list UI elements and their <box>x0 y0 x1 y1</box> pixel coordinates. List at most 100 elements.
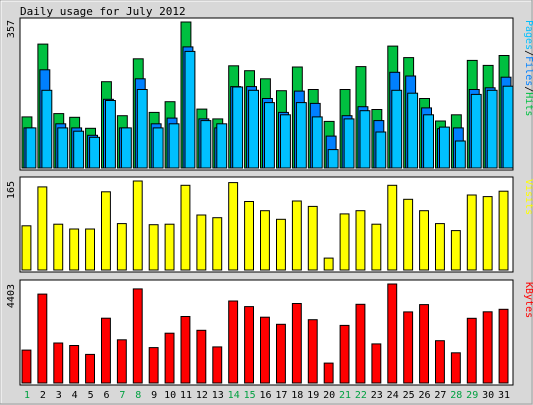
bar-hits-pages-day-12 <box>200 120 212 169</box>
bar-hits-pages-day-1 <box>25 127 37 169</box>
bar-kbytes-kbytes-day-3 <box>53 342 64 384</box>
legend-item-visits-0: Visits <box>523 179 533 215</box>
bar-kbytes-kbytes-day-21 <box>339 324 350 384</box>
x-label-day-17: 17 <box>275 390 287 401</box>
bar-hits-pages-day-31 <box>502 85 514 169</box>
bar-visits-visits-day-15 <box>244 201 255 271</box>
bar-visits-visits-day-11 <box>180 184 191 271</box>
bar-hits-pages-day-16 <box>264 102 275 169</box>
bar-kbytes-kbytes-day-20 <box>323 362 334 384</box>
legend-item-hits-2: Files <box>523 56 533 86</box>
x-label-day-2: 2 <box>40 390 46 401</box>
bar-hits-pages-day-13 <box>216 123 228 169</box>
x-label-day-27: 27 <box>434 390 446 401</box>
x-label-day-7: 7 <box>119 390 125 401</box>
bar-hits-pages-day-15 <box>248 89 260 169</box>
bar-hits-pages-day-29 <box>470 93 482 169</box>
bar-kbytes-kbytes-day-2 <box>37 293 48 384</box>
bar-hits-pages-day-28 <box>454 140 466 169</box>
bar-visits-visits-day-1 <box>21 225 32 271</box>
legend-hits: Pages/Files/Hits <box>523 20 533 116</box>
x-label-day-21: 21 <box>339 390 351 401</box>
bar-kbytes-kbytes-day-9 <box>148 347 159 384</box>
bar-hits-pages-day-21 <box>343 118 355 169</box>
legend-item-hits-1: / <box>523 50 533 56</box>
bar-hits-pages-day-22 <box>359 110 371 169</box>
legend-visits: Visits <box>523 179 533 215</box>
chart-title: Daily usage for July 2012 <box>20 5 186 18</box>
bar-visits-visits-day-16 <box>260 210 270 271</box>
bar-kbytes-kbytes-day-23 <box>371 343 382 384</box>
bar-visits-visits-day-23 <box>371 223 382 271</box>
bar-hits-pages-day-30 <box>486 89 498 169</box>
x-label-day-16: 16 <box>259 390 271 401</box>
x-label-day-18: 18 <box>291 390 303 401</box>
bar-visits-visits-day-18 <box>291 200 302 271</box>
x-label-day-25: 25 <box>403 390 415 401</box>
bar-hits-pages-day-6 <box>105 100 116 169</box>
bar-kbytes-kbytes-day-22 <box>355 303 366 384</box>
bar-visits-visits-day-20 <box>323 257 334 271</box>
ymax-label-visits: 165 <box>6 181 17 199</box>
bar-kbytes-kbytes-day-6 <box>101 317 111 384</box>
bar-visits-visits-day-2 <box>37 186 48 271</box>
x-label-day-6: 6 <box>103 390 109 401</box>
bar-visits-visits-day-17 <box>276 218 286 271</box>
x-label-day-9: 9 <box>151 390 157 401</box>
bar-visits-visits-day-10 <box>164 223 175 271</box>
bar-kbytes-kbytes-day-26 <box>419 304 430 384</box>
bar-kbytes-kbytes-day-1 <box>21 349 32 384</box>
bar-kbytes-kbytes-day-13 <box>212 346 223 384</box>
legend-item-kbytes-0: KBytes <box>523 282 533 318</box>
bar-visits-visits-day-4 <box>69 228 80 271</box>
bar-hits-pages-day-17 <box>280 114 291 169</box>
x-label-day-22: 22 <box>355 390 367 401</box>
x-label-day-14: 14 <box>228 390 240 401</box>
bar-visits-visits-day-27 <box>435 223 445 271</box>
x-label-day-3: 3 <box>56 390 62 401</box>
x-label-day-11: 11 <box>180 390 192 401</box>
bar-visits-visits-day-26 <box>419 210 430 271</box>
bar-visits-visits-day-14 <box>228 182 239 271</box>
bar-kbytes-kbytes-day-8 <box>132 288 143 384</box>
bar-kbytes-kbytes-day-31 <box>498 308 509 384</box>
bar-hits-pages-day-26 <box>423 114 435 169</box>
bar-kbytes-kbytes-day-11 <box>180 316 191 384</box>
bar-hits-pages-day-3 <box>57 127 69 169</box>
bar-hits-pages-day-23 <box>375 131 387 169</box>
bar-visits-visits-day-3 <box>53 223 64 271</box>
x-label-day-19: 19 <box>307 390 319 401</box>
bar-visits-visits-day-12 <box>196 214 207 271</box>
bar-visits-visits-day-24 <box>387 184 398 271</box>
bar-visits-visits-day-25 <box>403 198 414 271</box>
x-label-day-29: 29 <box>466 390 478 401</box>
x-label-day-28: 28 <box>450 390 462 401</box>
bar-visits-visits-day-31 <box>498 190 509 271</box>
x-label-day-24: 24 <box>387 390 399 401</box>
legend-item-hits-4: Hits <box>523 92 533 116</box>
bar-visits-visits-day-6 <box>101 191 111 271</box>
bar-hits-pages-day-10 <box>168 123 180 169</box>
bar-kbytes-kbytes-day-5 <box>85 353 95 384</box>
bar-hits-pages-day-14 <box>232 86 244 169</box>
bar-hits-pages-day-5 <box>89 136 100 169</box>
bar-kbytes-kbytes-day-27 <box>435 340 445 384</box>
x-label-day-1: 1 <box>24 390 30 401</box>
bar-kbytes-kbytes-day-16 <box>260 316 270 384</box>
bar-hits-pages-day-8 <box>136 89 148 169</box>
bar-kbytes-kbytes-day-10 <box>164 332 175 384</box>
bar-kbytes-kbytes-day-19 <box>307 319 318 384</box>
bar-kbytes-kbytes-day-12 <box>196 329 207 384</box>
x-label-day-30: 30 <box>482 390 494 401</box>
bar-hits-pages-day-18 <box>295 102 307 169</box>
x-label-day-20: 20 <box>323 390 335 401</box>
bar-visits-visits-day-30 <box>482 196 493 271</box>
x-label-day-10: 10 <box>164 390 176 401</box>
bar-kbytes-kbytes-day-4 <box>69 345 80 384</box>
bar-kbytes-kbytes-day-15 <box>244 306 255 384</box>
bar-hits-pages-day-20 <box>327 149 339 169</box>
x-label-day-31: 31 <box>498 390 510 401</box>
x-label-day-5: 5 <box>88 390 94 401</box>
